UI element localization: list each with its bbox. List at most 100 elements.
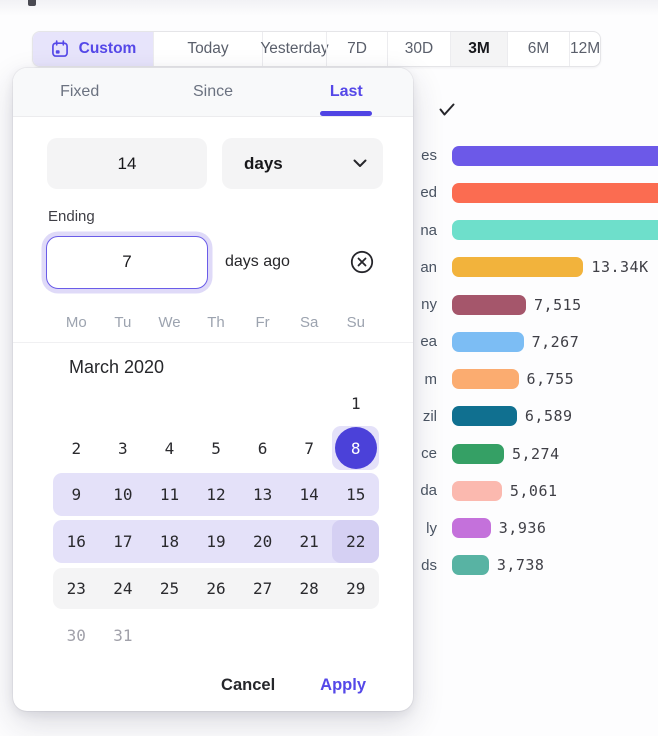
calendar-day[interactable]: 4: [164, 438, 175, 458]
chart-row: na: [406, 212, 658, 249]
date-mode-tabs: Fixed Since Last: [13, 68, 413, 117]
clear-ending-button[interactable]: [349, 249, 375, 275]
cancel-button[interactable]: Cancel: [221, 676, 276, 694]
calendar-empty-cell: [286, 381, 333, 425]
country-bar[interactable]: [452, 518, 491, 539]
weekday-label: We: [158, 314, 181, 331]
last-n-row: days: [47, 138, 383, 189]
weekday-label: Mo: [65, 314, 87, 331]
calendar-day[interactable]: 27: [252, 579, 273, 598]
check-icon-fragment: [439, 103, 455, 121]
calendar-day: 31: [113, 625, 133, 645]
country-label-fragment: ea: [420, 333, 437, 351]
calendar-day[interactable]: 1: [350, 393, 361, 413]
toolbar-item-7d[interactable]: 7D: [326, 32, 387, 66]
weekday-header: Mo Tu We Th Fr Sa Su: [53, 314, 379, 331]
country-value: 6,589: [524, 407, 573, 426]
amount-input[interactable]: [47, 138, 207, 189]
calendar-day[interactable]: 6: [257, 438, 268, 458]
country-bar[interactable]: [452, 480, 502, 501]
calendar-empty-cell: [332, 615, 379, 655]
unit-select[interactable]: days: [222, 138, 383, 189]
calendar-day[interactable]: 23: [66, 579, 86, 598]
chart-row: ea 7,267: [406, 323, 658, 360]
chart-row: ds 3,738: [406, 547, 658, 584]
country-bar[interactable]: [452, 369, 519, 390]
country-value: 3,738: [496, 556, 545, 575]
popover-footer: Cancel Apply: [13, 676, 413, 695]
chart-row: ny 7,515: [406, 286, 658, 323]
calendar-day[interactable]: 3: [118, 438, 128, 458]
custom-range-button[interactable]: Custom: [33, 32, 153, 66]
calendar-day[interactable]: 19: [206, 532, 226, 551]
calendar-day[interactable]: 5: [211, 438, 221, 458]
apply-button[interactable]: Apply: [320, 676, 366, 694]
calendar-day[interactable]: 12: [206, 485, 226, 504]
calendar-day: 30: [66, 625, 86, 645]
country-bar[interactable]: [452, 406, 517, 427]
calendar-empty-cell: [53, 381, 100, 425]
toolbar-item-3m[interactable]: 3M: [450, 32, 507, 66]
calendar-day[interactable]: 11: [159, 485, 180, 504]
ending-label: Ending: [48, 208, 95, 225]
country-bar[interactable]: [452, 145, 658, 166]
toolbar-item-yesterday[interactable]: Yesterday: [260, 32, 329, 66]
ending-suffix: days ago: [225, 253, 290, 270]
calendar-day[interactable]: 15: [346, 485, 366, 504]
calendar-row: 9 10 11 12 13 14 15: [53, 473, 379, 516]
calendar-day[interactable]: 24: [113, 579, 133, 598]
calendar-day[interactable]: 20: [252, 532, 273, 551]
chart-row: ed: [406, 174, 658, 211]
country-bar[interactable]: [452, 331, 524, 352]
toolbar-item-today[interactable]: Today: [153, 32, 262, 66]
tab-since[interactable]: Since: [192, 83, 233, 100]
calendar-day[interactable]: 18: [159, 532, 180, 551]
chart-row: da 5,061: [406, 472, 658, 509]
calendar-day[interactable]: 13: [252, 485, 273, 504]
tab-fixed[interactable]: Fixed: [60, 83, 100, 100]
country-value: 3,936: [498, 519, 547, 538]
calendar-day[interactable]: 9: [71, 485, 82, 504]
calendar-day[interactable]: 21: [299, 532, 319, 551]
weekday-label: Fr: [255, 314, 270, 331]
calendar-empty-cell: [100, 381, 147, 425]
chart-row: m 6,755: [406, 361, 658, 398]
country-label-fragment: ce: [421, 445, 437, 463]
country-label-fragment: ds: [421, 556, 437, 574]
country-bar[interactable]: [452, 443, 504, 464]
calendar-day[interactable]: 16: [66, 532, 86, 551]
calendar-day[interactable]: 14: [299, 485, 319, 504]
country-bar[interactable]: [452, 257, 584, 278]
month-title: March 2020: [69, 357, 165, 377]
chart-rows: es ed na an 13.34K ny 7,515 ea 7,267 m 6,755 zil 6,5…: [406, 137, 658, 584]
calendar-day[interactable]: 25: [159, 579, 180, 598]
toolbar-item-30d[interactable]: 30D: [387, 32, 450, 66]
country-bar[interactable]: [452, 294, 527, 315]
calendar-day[interactable]: 7: [304, 438, 314, 458]
calendar-row: 23 24 25 26 27 28 29: [53, 568, 379, 609]
chevron-down-icon: [353, 159, 367, 167]
calendar-row: 1: [53, 381, 379, 425]
country-value: 7,267: [531, 332, 580, 351]
calendar-day[interactable]: 17: [113, 532, 133, 551]
toolbar-item-6m[interactable]: 6M: [507, 32, 569, 66]
ending-days-input[interactable]: [46, 235, 208, 289]
calendar-day[interactable]: 10: [113, 485, 133, 504]
calendar-day[interactable]: 26: [206, 579, 226, 598]
country-value: 5,274: [511, 444, 560, 463]
calendar-day[interactable]: 8: [332, 426, 380, 470]
country-bar[interactable]: [452, 555, 489, 576]
weekday-label: Sa: [300, 314, 319, 331]
calendar-day[interactable]: 29: [346, 579, 366, 598]
toolbar-item-12m[interactable]: 12M: [569, 32, 600, 66]
calendar-day[interactable]: 22: [332, 520, 380, 563]
calendar-day[interactable]: 28: [299, 579, 319, 598]
weekday-label: Th: [207, 314, 225, 331]
country-label-fragment: an: [420, 258, 437, 276]
calendar-day[interactable]: 2: [71, 438, 82, 458]
country-bar[interactable]: [452, 182, 658, 203]
country-bar[interactable]: [452, 220, 658, 241]
unit-select-value: days: [244, 153, 283, 173]
tab-last[interactable]: Last: [280, 68, 413, 116]
